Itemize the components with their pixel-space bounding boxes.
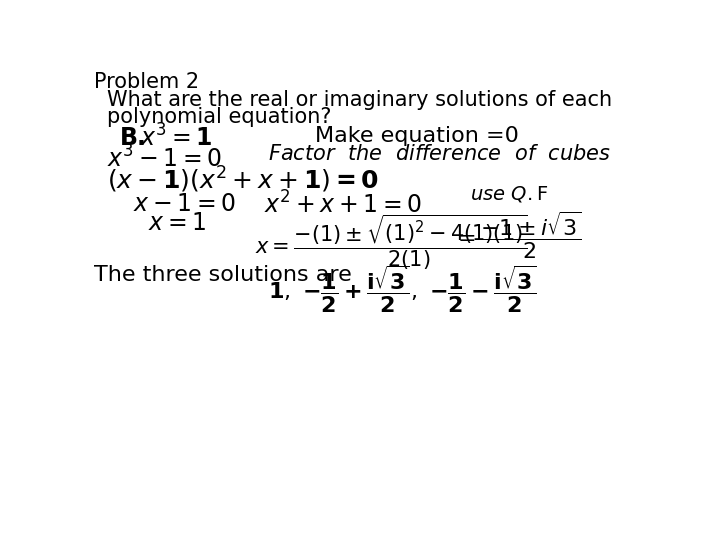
Text: $\mathbf{1},\ \mathbf{-\dfrac{1}{2}+\dfrac{i\sqrt{3}}{2}},\ \mathbf{-\dfrac{1}{2: $\mathbf{1},\ \mathbf{-\dfrac{1}{2}+\dfr… <box>269 264 537 315</box>
Text: $x - 1 = 0$: $x - 1 = 0$ <box>132 192 235 216</box>
Text: $= \dfrac{-1\pm i\sqrt{3}}{2}$: $= \dfrac{-1\pm i\sqrt{3}}{2}$ <box>453 210 581 261</box>
Text: $x = 1$: $x = 1$ <box>148 211 207 235</box>
Text: Make equation =0: Make equation =0 <box>315 126 518 146</box>
Text: $\mathit{Factor\ \ the\ \ difference\ \ of\ \ cubes}$: $\mathit{Factor\ \ the\ \ difference\ \ … <box>269 144 611 164</box>
Text: $x^3 - 1 = 0$: $x^3 - 1 = 0$ <box>107 146 222 173</box>
Text: $x^3 = \mathbf{1}$: $x^3 = \mathbf{1}$ <box>140 125 213 152</box>
Text: polynomial equation?: polynomial equation? <box>107 107 331 127</box>
Text: $x = \dfrac{-(1)\pm\sqrt{(1)^2-4(1)(1)}}{2(1)}$: $x = \dfrac{-(1)\pm\sqrt{(1)^2-4(1)(1)}}… <box>255 213 527 272</box>
Text: Problem 2: Problem 2 <box>94 72 199 92</box>
Text: The three solutions are: The three solutions are <box>94 265 351 285</box>
Text: $(x-\mathbf{1})(x^2+x+\mathbf{1})\mathbf{= 0}$: $(x-\mathbf{1})(x^2+x+\mathbf{1})\mathbf… <box>107 165 379 195</box>
Text: What are the real or imaginary solutions of each: What are the real or imaginary solutions… <box>107 90 612 110</box>
Text: B.: B. <box>120 126 146 151</box>
Text: $\mathit{use}\ Q\mathrm{.F}$: $\mathit{use}\ Q\mathrm{.F}$ <box>469 184 548 204</box>
Text: $x^2 + x + 1 = 0$: $x^2 + x + 1 = 0$ <box>264 192 423 219</box>
